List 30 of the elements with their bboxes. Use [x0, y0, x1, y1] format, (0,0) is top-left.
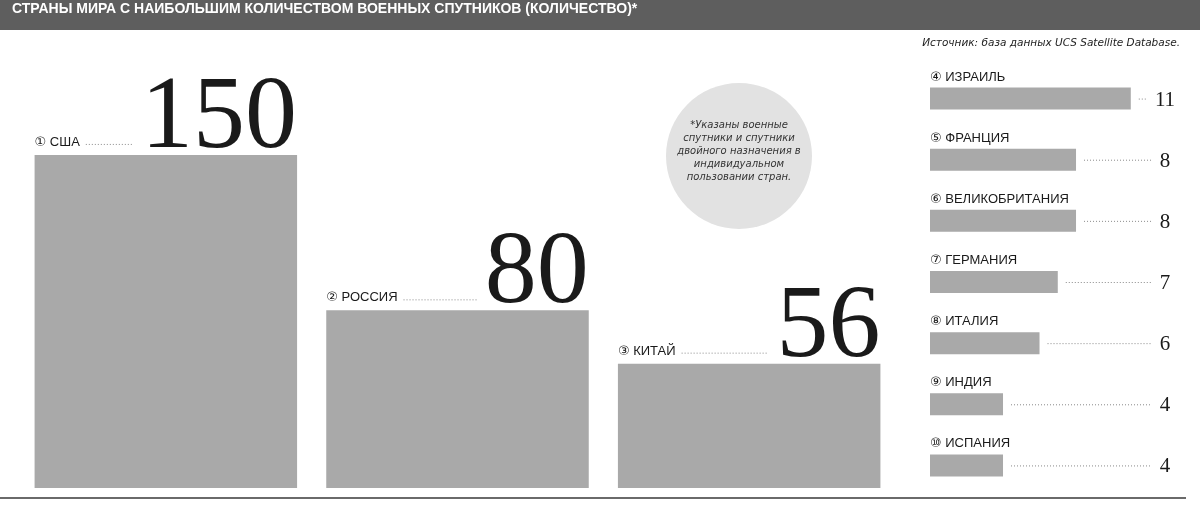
chart-title: СТРАНЫ МИРА С НАИБОЛЬШИМ КОЛИЧЕСТВОМ ВОЕННЫХ СПУТНИКОВ (КОЛИЧЕСТВО)* [0, 0, 1200, 30]
x-tick-label: ① США [34, 133, 81, 149]
bar [930, 393, 1004, 416]
x-tick-label: ② РОССИЯ [326, 289, 398, 305]
annotation: Источник: база данных UCS Satellite Database. [921, 36, 1180, 48]
bar [930, 209, 1077, 232]
data-label: 7 [1159, 270, 1171, 294]
data-label: 6 [1159, 331, 1171, 356]
data-label: 56 [776, 262, 881, 378]
y-tick-label: ⑩ ИСПАНИЯ [930, 435, 1011, 451]
data-label: 150 [141, 53, 298, 169]
y-tick-label: ⑧ ИТАЛИЯ [930, 313, 999, 329]
y-tick-label: ⑥ ВЕЛИКОБРИТАНИЯ [930, 190, 1069, 206]
y-tick-label: ⑤ ФРАНЦИЯ [930, 129, 1010, 145]
y-tick-label: ⑦ ГЕРМАНИЯ [930, 251, 1018, 267]
data-label: 8 [1159, 208, 1171, 233]
y-tick-label: ④ ИЗРАИЛЬ [930, 68, 1006, 84]
bar [930, 87, 1131, 110]
data-label: 8 [1159, 147, 1171, 172]
annotation: *Указаны военные спутники и спутники двойного назначения в индивидуальном пользовании стран. [677, 118, 801, 183]
bar [930, 148, 1077, 171]
bar [930, 270, 1058, 294]
bar [930, 332, 1040, 355]
x-tick-label: ③ КИТАЙ [617, 342, 676, 358]
data-label: 80 [484, 209, 589, 325]
data-label: 4 [1159, 453, 1171, 478]
y-tick-label: ⑨ ИНДИЯ [930, 374, 992, 390]
data-label: 11 [1154, 86, 1176, 111]
bar [930, 454, 1004, 477]
data-label: 4 [1159, 392, 1171, 417]
